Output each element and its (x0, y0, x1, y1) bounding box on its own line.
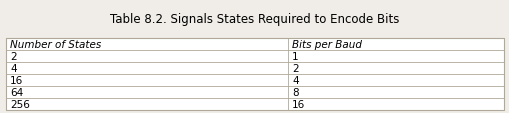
Text: 4: 4 (292, 75, 298, 85)
Text: 64: 64 (10, 87, 23, 97)
Text: 16: 16 (10, 75, 23, 85)
Text: 16: 16 (292, 99, 305, 109)
Text: 8: 8 (292, 87, 298, 97)
Text: Table 8.2. Signals States Required to Encode Bits: Table 8.2. Signals States Required to En… (110, 13, 399, 26)
Text: Bits per Baud: Bits per Baud (292, 39, 361, 49)
Text: 1: 1 (292, 51, 298, 61)
Text: 2: 2 (10, 51, 17, 61)
Text: 4: 4 (10, 63, 17, 73)
Text: 2: 2 (292, 63, 298, 73)
Text: 256: 256 (10, 99, 30, 109)
Bar (6, 38, 503, 110)
Text: Number of States: Number of States (10, 39, 101, 49)
Bar (6, 38, 503, 110)
